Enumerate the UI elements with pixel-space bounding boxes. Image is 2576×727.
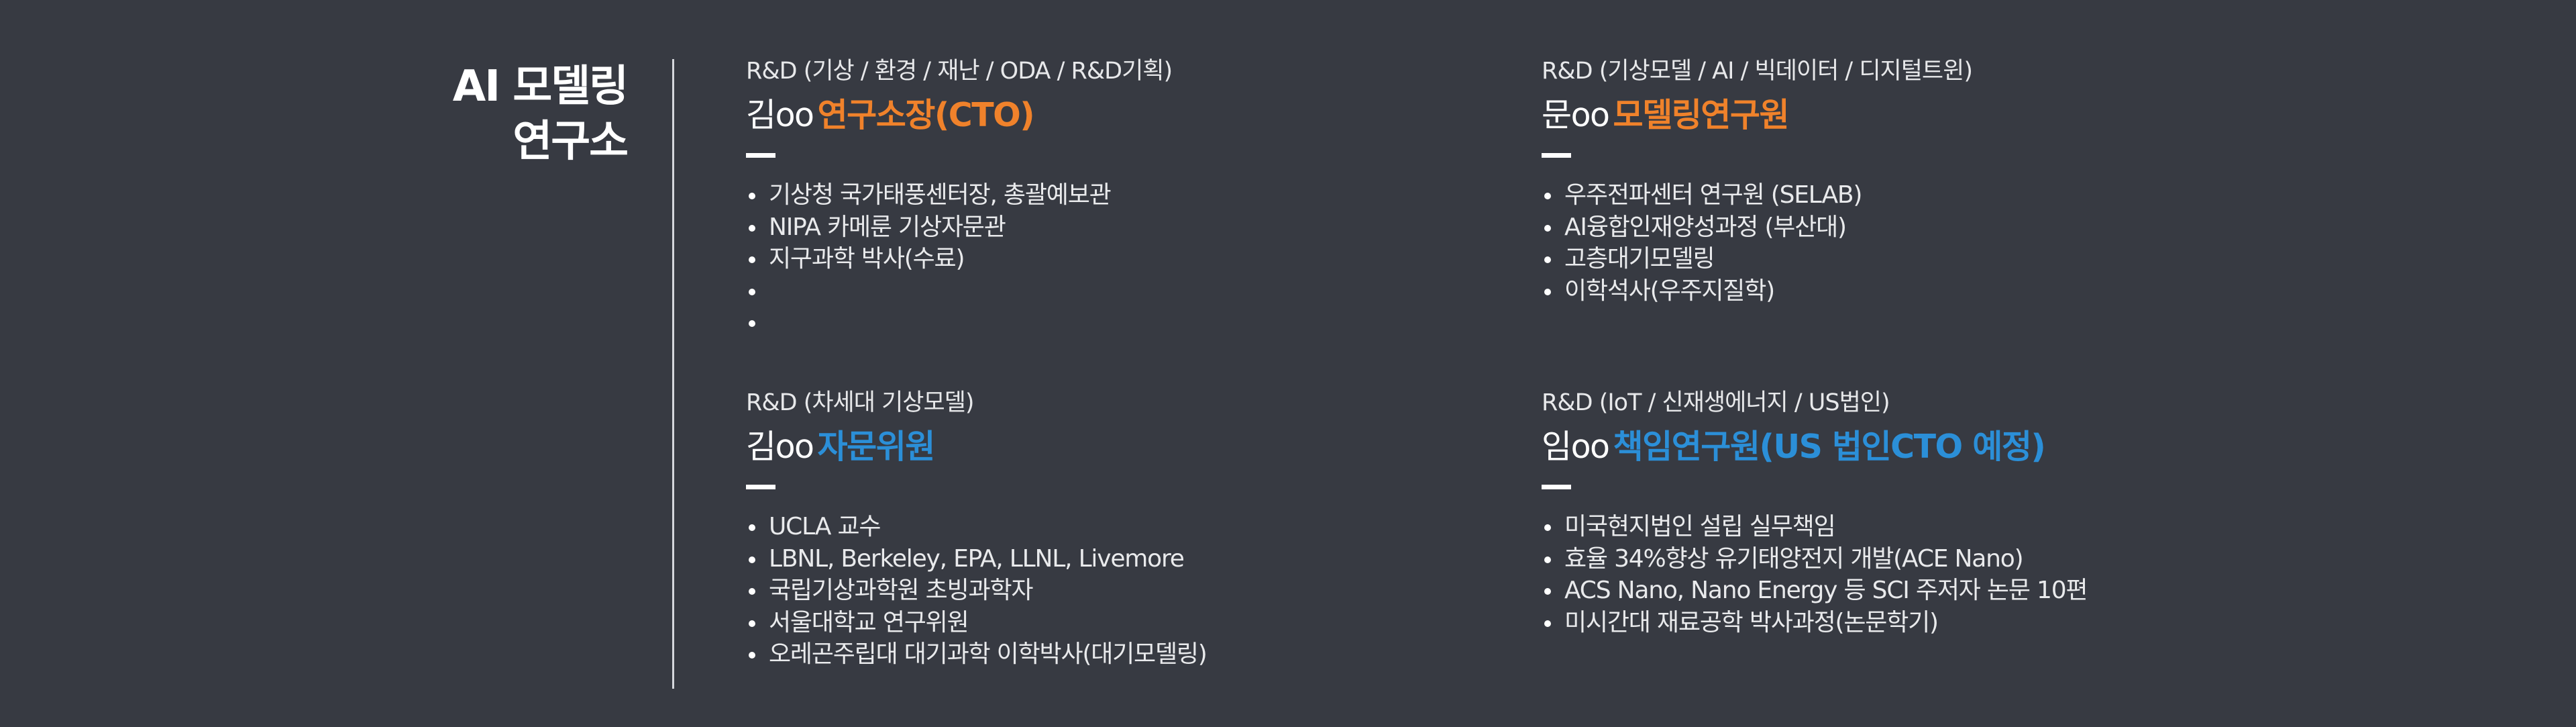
career-list: 기상청 국가태풍센터장, 총괄예보관 NIPA 카메룬 기상자문관 지구과학 박… — [746, 179, 1172, 339]
person-role: 자문위원 — [817, 428, 936, 466]
person-name-line: 임oo 책임연구원(US 법인CTO 예정) — [1542, 427, 2087, 467]
person-name: 김oo — [746, 428, 814, 466]
list-item: NIPA 카메룬 기상자문관 — [746, 211, 1172, 244]
list-item: 효율 34%향상 유기태양전지 개발(ACE Nano) — [1542, 543, 2087, 575]
list-item: 우주전파센터 연구원 (SELAB) — [1542, 179, 1972, 211]
person-card-1: R&D (기상 / 환경 / 재난 / ODA / R&D기획) 김oo 연구소장… — [746, 56, 1173, 339]
dash-divider — [746, 485, 775, 489]
person-name: 문oo — [1542, 96, 1610, 134]
section-title-line2: 연구소 — [513, 117, 629, 166]
person-card-3: R&D (차세대 기상모델) 김oo 자문위원 UCLA 교수 LBNL, Ber… — [746, 388, 1208, 671]
list-item: LBNL, Berkeley, EPA, LLNL, Livemore — [746, 543, 1207, 575]
list-item: ACS Nano, Nano Energy 등 SCI 주저자 논문 10편 — [1542, 575, 2088, 607]
dash-divider — [1542, 485, 1571, 489]
person-name-line: 문oo 모델링연구원 — [1542, 95, 1972, 136]
list-item: 미시간대 재료공학 박사과정(논문학기) — [1542, 607, 2087, 639]
list-item: 고층대기모델링 — [1542, 243, 1972, 275]
person-category: R&D (기상 / 환경 / 재난 / ODA / R&D기획) — [746, 58, 1173, 85]
list-item — [746, 307, 1172, 339]
list-item: 오레곤주립대 대기과학 이학박사(대기모델링) — [746, 638, 1208, 671]
list-item: 기상청 국가태풍센터장, 총괄예보관 — [746, 179, 1172, 211]
section-title-line1: AI 모델링 — [452, 62, 629, 111]
person-role: 모델링연구원 — [1613, 96, 1790, 134]
dash-divider — [746, 153, 775, 158]
list-item: 미국현지법인 설립 실무책임 — [1542, 511, 2087, 543]
list-item — [746, 275, 1172, 307]
person-role: 연구소장(CTO) — [817, 96, 1035, 134]
person-card-2: R&D (기상모델 / AI / 빅데이터 / 디지털트윈) 문oo 모델링연구원… — [1542, 56, 1973, 307]
vertical-divider — [672, 59, 674, 689]
list-item: UCLA 교수 — [746, 511, 1207, 543]
person-name: 임oo — [1542, 428, 1610, 466]
person-category: R&D (IoT / 신재생에너지 / US법인) — [1542, 389, 1890, 416]
career-list: 우주전파센터 연구원 (SELAB) AI융합인재양성과정 (부산대) 고층대기… — [1542, 179, 1972, 307]
person-name-line: 김oo 연구소장(CTO) — [746, 95, 1172, 136]
person-name-line: 김oo 자문위원 — [746, 427, 1207, 467]
person-category: R&D (차세대 기상모델) — [746, 389, 975, 416]
career-list: 미국현지법인 설립 실무책임 효율 34%향상 유기태양전지 개발(ACE Na… — [1542, 511, 2088, 639]
dash-divider — [1542, 153, 1571, 158]
list-item: 이학석사(우주지질학) — [1542, 275, 1972, 307]
person-name: 김oo — [746, 96, 814, 134]
person-category: R&D (기상모델 / AI / 빅데이터 / 디지털트윈) — [1542, 58, 1973, 85]
person-role: 책임연구원(US 법인CTO 예정) — [1613, 428, 2046, 466]
list-item: 지구과학 박사(수료) — [746, 243, 1172, 275]
career-list: UCLA 교수 LBNL, Berkeley, EPA, LLNL, Livem… — [746, 511, 1208, 671]
list-item: 국립기상과학원 초빙과학자 — [746, 575, 1207, 607]
list-item: AI융합인재양성과정 (부산대) — [1542, 211, 1972, 244]
section-title: AI 모델링 연구소 — [452, 59, 629, 169]
person-card-4: R&D (IoT / 신재생에너지 / US법인) 임oo 책임연구원(US 법인… — [1542, 388, 2088, 639]
list-item: 서울대학교 연구위원 — [746, 607, 1207, 639]
